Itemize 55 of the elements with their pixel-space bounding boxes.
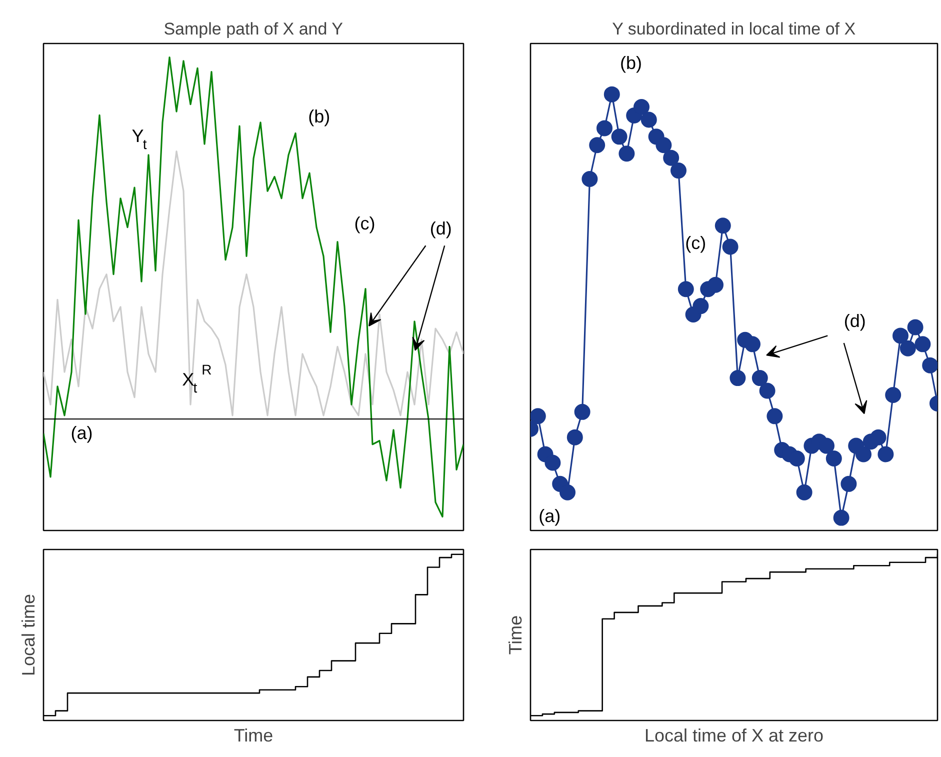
point (840, 476, 857, 492)
y-axis-title: Local time (18, 594, 38, 676)
point (582, 171, 598, 187)
annotation: (a) (538, 506, 561, 526)
point (856, 446, 872, 462)
point (640, 112, 657, 128)
point (730, 370, 746, 386)
point (656, 137, 672, 154)
point (766, 408, 783, 424)
point (907, 319, 924, 336)
point (618, 146, 635, 162)
x-axis-title: Time (234, 726, 274, 746)
point (589, 137, 606, 154)
annotation: (a) (70, 423, 93, 444)
point (878, 446, 894, 462)
point (634, 99, 650, 116)
point (914, 336, 931, 352)
point (560, 484, 576, 500)
annotation: (c) (354, 214, 376, 234)
annotation: (c) (685, 233, 706, 254)
point (670, 162, 686, 179)
point (759, 382, 776, 399)
chart-title: Y subordinated in local time of X (612, 20, 856, 38)
point (892, 328, 908, 344)
point (900, 340, 916, 356)
point (663, 150, 680, 166)
point (788, 450, 805, 466)
point (604, 86, 620, 102)
y-axis-title: Time (506, 615, 526, 655)
point (826, 450, 842, 466)
point (796, 484, 812, 500)
annotation: (b) (308, 106, 330, 127)
point (722, 238, 738, 255)
point (714, 218, 731, 234)
point (611, 128, 628, 145)
point (744, 336, 760, 352)
point (708, 276, 724, 293)
point (692, 298, 709, 314)
point (678, 281, 694, 298)
x-axis-title: Local time of X at zero (644, 726, 824, 746)
point (752, 370, 768, 386)
text: (b) (620, 52, 642, 73)
point (566, 429, 583, 446)
point (885, 387, 902, 403)
point (544, 454, 561, 471)
annotation: (d) (430, 218, 452, 239)
chart-title: Sample path of X and Y (164, 20, 343, 38)
point (818, 438, 834, 454)
annotation: (d) (844, 311, 866, 332)
point (596, 120, 612, 136)
point (922, 357, 938, 374)
point (870, 429, 886, 446)
point (833, 510, 850, 526)
point (530, 408, 546, 424)
point (574, 404, 590, 420)
